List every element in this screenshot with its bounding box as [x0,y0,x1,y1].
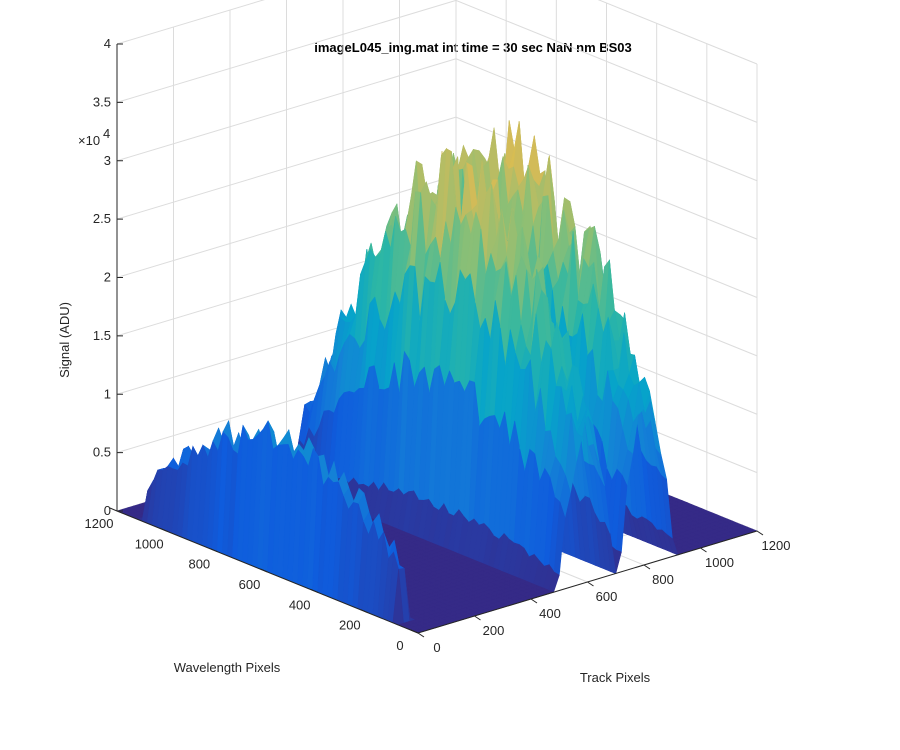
side-wall-grid-line [455,116,758,240]
x-tick-mark [643,564,651,570]
y-tick-label: 1200 [85,516,114,531]
z-axis-label: Signal (ADU) [57,302,72,378]
y-axis-label: Wavelength Pixels [174,660,281,675]
x-tick-label: 400 [539,606,561,621]
y-tick-label: 400 [289,597,311,612]
x-tick-label: 800 [652,572,674,587]
y-tick-label: 1000 [135,536,164,551]
side-wall-grid-line [455,58,758,182]
x-tick-label: 0 [433,640,440,655]
y-tick-label: 600 [239,577,261,592]
z-exponent-power: 4 [103,126,110,141]
x-tick-label: 600 [596,589,618,604]
z-tick-label: 2 [104,270,111,285]
y-tick-label: 800 [188,557,210,572]
z-tick-label: 3 [104,153,111,168]
x-tick-mark [417,632,425,638]
z-exponent-label: ×10 4 [78,126,110,148]
z-tick-label: 3.5 [93,94,111,109]
x-tick-mark [756,530,764,536]
back-wall-grid-line [116,0,265,45]
x-tick-label: 1200 [762,538,791,553]
z-tick-label: 2.5 [93,211,111,226]
x-tick-mark [530,598,538,604]
x-tick-mark [587,581,594,587]
back-wall-grid-line [116,175,457,278]
x-tick-mark [700,547,707,553]
z-tick-label: 1.5 [93,328,111,343]
y-tick-mark [109,507,118,512]
x-tick-mark [474,615,481,621]
side-wall-grid-line [455,0,758,123]
x-tick-label: 200 [483,623,505,638]
x-tick-label: 1000 [705,555,734,570]
z-exponent-base: ×10 [78,133,100,148]
back-wall-grid-line [116,0,457,103]
back-wall-grid-line [116,116,457,220]
z-tick-label: 1 [104,386,111,401]
surface-layer [116,120,758,634]
x-axis-label: Track Pixels [580,670,651,685]
z-tick-label: 0 [104,503,111,518]
side-wall-grid-line [597,0,758,65]
chart-title: imageL045_img.mat int time = 30 sec NaN … [314,40,632,55]
y-tick-label: 0 [396,638,403,653]
z-tick-label: 0.5 [93,445,111,460]
back-wall-grid-line [116,58,457,162]
y-tick-label: 200 [339,618,361,633]
z-tick-label: 4 [104,36,111,51]
